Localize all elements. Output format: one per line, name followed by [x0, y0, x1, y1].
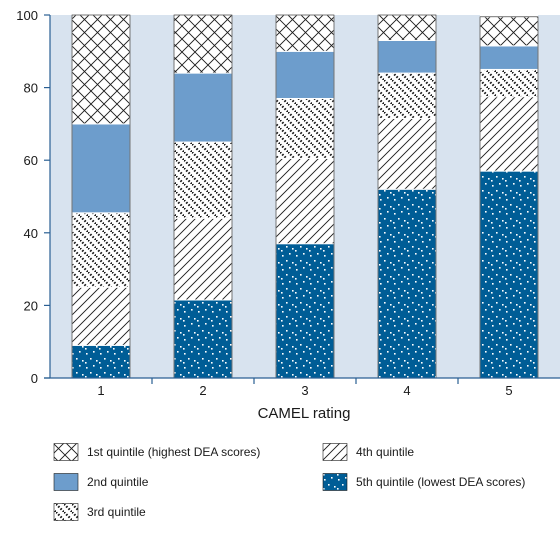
legend-swatch [53, 503, 79, 521]
background-bands [50, 15, 560, 378]
legend-label: 4th quintile [356, 445, 414, 459]
legend-swatch [53, 473, 79, 491]
bar-segment [479, 170, 539, 379]
bar-segment [275, 157, 335, 245]
bar-segment [71, 286, 131, 346]
bar-segment [377, 188, 437, 379]
y-tick-label: 60 [24, 153, 38, 168]
x-tick-label: 4 [403, 383, 410, 398]
legend: 1st quintile (highest DEA scores) 4th qui… [53, 443, 525, 521]
bar-segment [173, 72, 233, 143]
background-band [50, 15, 72, 378]
bar-segment [173, 141, 233, 219]
bar-segment [173, 14, 233, 74]
bar-segment [479, 16, 539, 47]
bar-segment [479, 45, 539, 70]
legend-label: 1st quintile (highest DEA scores) [87, 445, 260, 459]
y-tick-label: 20 [24, 298, 38, 313]
bar-segment [173, 217, 233, 301]
y-tick-label: 80 [24, 81, 38, 96]
legend-swatch [53, 443, 79, 461]
x-tick-label: 5 [505, 383, 512, 398]
legend-label: 3rd quintile [87, 505, 146, 519]
bar-segment [377, 39, 437, 74]
bar-segment [479, 96, 539, 172]
bar-segment [275, 243, 335, 379]
bar-segment [479, 68, 539, 98]
bar-segment [377, 72, 437, 119]
bar-segment [71, 344, 131, 379]
x-axis-label: CAMEL rating [258, 405, 351, 422]
bar-segment [377, 14, 437, 41]
legend-swatch [322, 473, 348, 491]
bar-segment [71, 14, 131, 125]
background-band [436, 15, 480, 378]
bar-segment [275, 50, 335, 99]
bar-segment [275, 14, 335, 52]
background-band [232, 15, 276, 378]
x-tick-label: 2 [199, 383, 206, 398]
background-band [334, 15, 378, 378]
bar-segment [275, 97, 335, 159]
x-tick-label: 1 [97, 383, 104, 398]
bar-stacks [71, 14, 539, 379]
legend-swatch [322, 443, 348, 461]
bar-segment [71, 123, 131, 214]
y-tick-label: 40 [24, 226, 38, 241]
background-band [130, 15, 174, 378]
axes: 0 20 40 60 80 100 1 2 3 4 5 [16, 8, 560, 398]
y-tick-label: 100 [16, 8, 38, 23]
legend-label: 5th quintile (lowest DEA scores) [356, 475, 525, 489]
legend-label: 2nd quintile [87, 475, 149, 489]
bar-segment [71, 212, 131, 288]
background-band [538, 15, 560, 378]
bar-segment [377, 117, 437, 190]
bar-segment [173, 299, 233, 379]
y-tick-label: 0 [31, 371, 38, 386]
x-tick-label: 3 [301, 383, 308, 398]
